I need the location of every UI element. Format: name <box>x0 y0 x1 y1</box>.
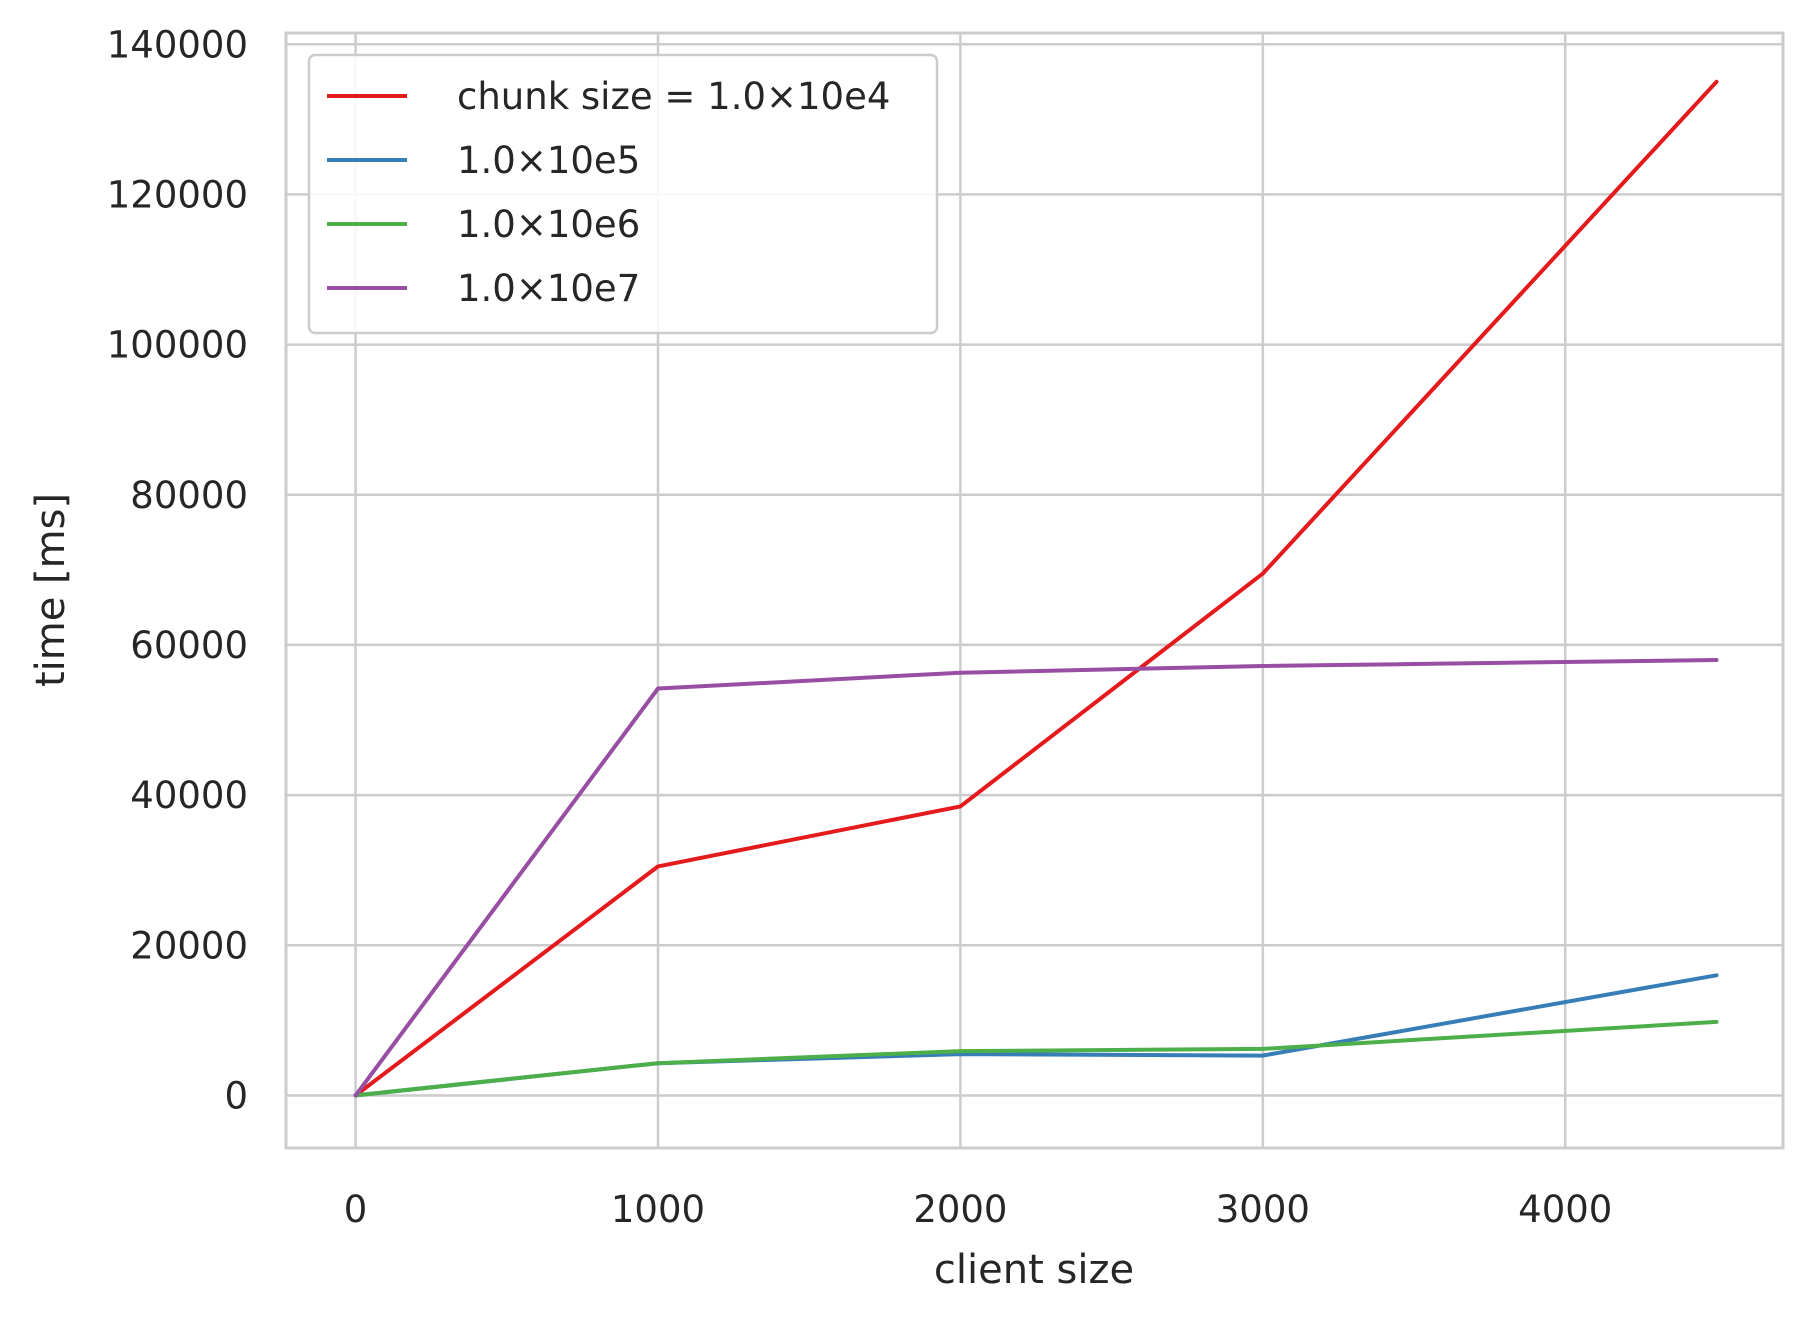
legend-label: 1.0×10e5 <box>457 139 640 182</box>
grid <box>286 33 1783 1148</box>
y-tick-label: 80000 <box>130 474 248 517</box>
y-tick-label: 140000 <box>107 23 248 66</box>
y-tick-label: 0 <box>224 1074 248 1117</box>
x-tick-label: 3000 <box>1216 1188 1310 1231</box>
legend-label: 1.0×10e7 <box>457 267 640 310</box>
y-tick-label: 100000 <box>107 324 248 367</box>
series-line-3 <box>353 1019 1719 1098</box>
y-tick-label: 20000 <box>130 924 248 967</box>
y-tick-label: 40000 <box>130 774 248 817</box>
x-tick-label: 4000 <box>1518 1188 1612 1231</box>
x-tick-labels: 0 1000 2000 3000 4000 <box>344 1188 1613 1231</box>
y-tick-label: 60000 <box>130 624 248 667</box>
y-tick-label: 120000 <box>107 173 248 216</box>
plot-frame <box>284 31 1785 1150</box>
legend-label: 1.0×10e6 <box>457 203 640 246</box>
x-tick-label: 0 <box>344 1188 368 1231</box>
series-line-1 <box>353 79 1719 1098</box>
legend-box <box>307 53 939 335</box>
legend-label: chunk size = 1.0×10e4 <box>457 75 890 118</box>
series-lines <box>353 79 1719 1098</box>
series-line-4 <box>353 658 1719 1098</box>
y-axis-title: time [ms] <box>28 493 74 687</box>
y-tick-labels: 0 20000 40000 60000 80000 100000 120000 140000 <box>107 23 248 1117</box>
legend: chunk size = 1.0×10e4 1.0×10e5 1.0×10e6 1.0… <box>307 53 939 335</box>
x-tick-label: 2000 <box>913 1188 1007 1231</box>
x-axis-title: client size <box>934 1247 1134 1293</box>
x-tick-label: 1000 <box>611 1188 705 1231</box>
